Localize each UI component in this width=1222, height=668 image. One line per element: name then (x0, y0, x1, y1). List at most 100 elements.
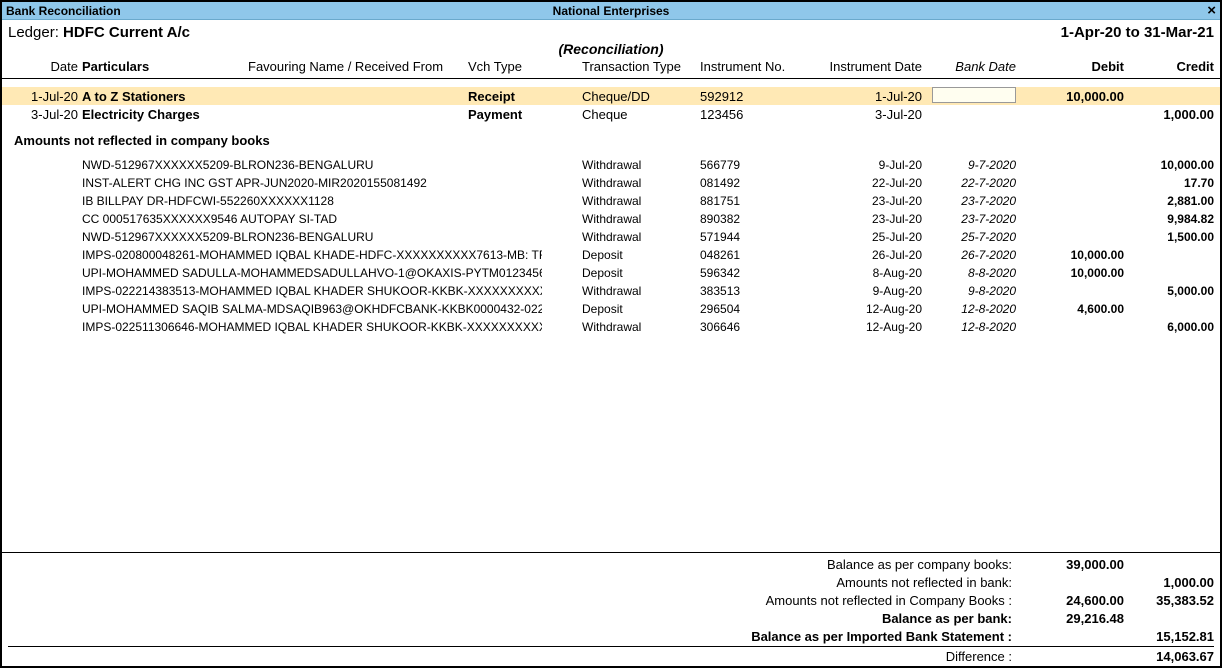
row-particulars: Electricity Charges (82, 107, 248, 122)
row-idate: 9-Aug-20 (822, 284, 930, 298)
close-icon[interactable]: × (1207, 4, 1216, 18)
row-idate: 8-Aug-20 (822, 266, 930, 280)
hdr-instrument-date: Instrument Date (822, 59, 930, 74)
row-idate: 25-Jul-20 (822, 230, 930, 244)
row-inst: 890382 (700, 212, 822, 226)
row-credit: 2,881.00 (1124, 194, 1214, 208)
row-inst: 592912 (700, 89, 822, 104)
row-inst: 383513 (700, 284, 822, 298)
ledger-label: Ledger: (8, 24, 59, 41)
bank-row[interactable]: IMPS-022214383513-MOHAMMED IQBAL KHADER … (2, 282, 1220, 300)
row-inst: 123456 (700, 107, 822, 122)
summary-block: Balance as per company books:39,000.00Am… (2, 552, 1220, 666)
row-description: UPI-MOHAMMED SADULLA-MOHAMMEDSADULLAHVO-… (8, 266, 542, 280)
summary-debit: 29,216.48 (1020, 611, 1124, 626)
row-credit: 9,984.82 (1124, 212, 1214, 226)
row-credit: 5,000.00 (1124, 284, 1214, 298)
bank-row[interactable]: CC 000517635XXXXXX9546 AUTOPAY SI-TADWit… (2, 210, 1220, 228)
row-ttype: Withdrawal (582, 320, 700, 334)
row-bdate: 9-7-2020 (930, 158, 1020, 172)
row-credit: 1,500.00 (1124, 230, 1214, 244)
hdr-bank-date: Bank Date (930, 59, 1020, 74)
row-bdate: 12-8-2020 (930, 320, 1020, 334)
row-ttype: Withdrawal (582, 230, 700, 244)
row-bdate: 23-7-2020 (930, 194, 1020, 208)
row-debit: 10,000.00 (1020, 89, 1124, 104)
column-headers: Date Particulars Favouring Name / Receiv… (2, 57, 1220, 79)
row-idate: 9-Jul-20 (822, 158, 930, 172)
body-area: 1-Jul-20A to Z StationersReceiptCheque/D… (2, 79, 1220, 666)
bank-row[interactable]: UPI-MOHAMMED SAQIB SALMA-MDSAQIB963@OKHD… (2, 300, 1220, 318)
titlebar: Bank Reconciliation National Enterprises… (2, 2, 1220, 20)
summary-credit: 14,063.67 (1124, 649, 1214, 664)
bank-row[interactable]: IMPS-022511306646-MOHAMMED IQBAL KHADER … (2, 318, 1220, 336)
bank-recon-window: Bank Reconciliation National Enterprises… (0, 0, 1222, 668)
hdr-vchtype: Vch Type (468, 59, 582, 74)
summary-debit: 39,000.00 (1020, 557, 1124, 572)
row-ttype: Withdrawal (582, 194, 700, 208)
bank-row[interactable]: INST-ALERT CHG INC GST APR-JUN2020-MIR20… (2, 174, 1220, 192)
row-bdate[interactable] (930, 87, 1020, 106)
summary-credit: 15,152.81 (1124, 629, 1214, 644)
row-debit: 4,600.00 (1020, 302, 1124, 316)
summary-line: Amounts not reflected in Company Books :… (8, 591, 1214, 609)
row-idate: 23-Jul-20 (822, 212, 930, 226)
row-idate: 12-Aug-20 (822, 320, 930, 334)
row-description: IB BILLPAY DR-HDFCWI-552260XXXXXX1128 (8, 194, 542, 208)
summary-label: Difference : (8, 649, 1020, 664)
row-date: 3-Jul-20 (8, 107, 82, 122)
row-debit: 10,000.00 (1020, 248, 1124, 262)
company-row[interactable]: 3-Jul-20Electricity Charges PaymentCheque… (2, 105, 1220, 123)
ledger-name: HDFC Current A/c (63, 24, 190, 41)
summary-label: Balance as per Imported Bank Statement : (8, 629, 1020, 644)
row-description: IMPS-022214383513-MOHAMMED IQBAL KHADER … (8, 284, 542, 298)
bank-row[interactable]: UPI-MOHAMMED SADULLA-MOHAMMEDSADULLAHVO-… (2, 264, 1220, 282)
row-inst: 571944 (700, 230, 822, 244)
ledger-line: Ledger: HDFC Current A/c 1-Apr-20 to 31-… (2, 20, 1220, 43)
row-vchtype: Payment (468, 107, 582, 122)
row-ttype: Cheque/DD (582, 89, 700, 104)
summary-line: Balance as per Imported Bank Statement :… (8, 627, 1214, 645)
row-bdate: 26-7-2020 (930, 248, 1020, 262)
row-particulars: A to Z Stationers (82, 89, 248, 104)
company-row[interactable]: 1-Jul-20A to Z StationersReceiptCheque/D… (2, 87, 1220, 105)
hdr-debit: Debit (1020, 59, 1124, 74)
row-description: NWD-512967XXXXXX5209-BLRON236-BENGALURU (8, 230, 542, 244)
titlebar-left: Bank Reconciliation (6, 4, 121, 18)
row-description: IMPS-022511306646-MOHAMMED IQBAL KHADER … (8, 320, 542, 334)
row-bdate: 23-7-2020 (930, 212, 1020, 226)
row-description: NWD-512967XXXXXX5209-BLRON236-BENGALURU (8, 158, 542, 172)
row-description: INST-ALERT CHG INC GST APR-JUN2020-MIR20… (8, 176, 542, 190)
row-description: UPI-MOHAMMED SAQIB SALMA-MDSAQIB963@OKHD… (8, 302, 542, 316)
period-range: 1-Apr-20 to 31-Mar-21 (1061, 24, 1214, 41)
hdr-favouring: Favouring Name / Received From (248, 59, 468, 74)
titlebar-company: National Enterprises (553, 4, 670, 18)
bank-date-input[interactable] (932, 87, 1016, 103)
bank-row[interactable]: IMPS-020800048261-MOHAMMED IQBAL KHADE-H… (2, 246, 1220, 264)
row-credit: 10,000.00 (1124, 158, 1214, 172)
summary-label: Amounts not reflected in bank: (8, 575, 1020, 590)
row-inst: 048261 (700, 248, 822, 262)
hdr-particulars: Particulars (82, 59, 248, 74)
section-not-reflected: Amounts not reflected in company books (2, 123, 1220, 156)
row-ttype: Deposit (582, 302, 700, 316)
row-idate: 1-Jul-20 (822, 89, 930, 104)
hdr-instrument-no: Instrument No. (700, 59, 822, 74)
bank-row[interactable]: IB BILLPAY DR-HDFCWI-552260XXXXXX1128 Wit… (2, 192, 1220, 210)
row-description: IMPS-020800048261-MOHAMMED IQBAL KHADE-H… (8, 248, 542, 262)
bank-row[interactable]: NWD-512967XXXXXX5209-BLRON236-BENGALURUW… (2, 156, 1220, 174)
row-date: 1-Jul-20 (8, 89, 82, 104)
summary-credit: 1,000.00 (1124, 575, 1214, 590)
bank-row[interactable]: NWD-512967XXXXXX5209-BLRON236-BENGALURU W… (2, 228, 1220, 246)
row-idate: 22-Jul-20 (822, 176, 930, 190)
row-bdate: 22-7-2020 (930, 176, 1020, 190)
summary-line: Difference : 14,063.67 (8, 646, 1214, 664)
row-bdate: 12-8-2020 (930, 302, 1020, 316)
summary-label: Balance as per company books: (8, 557, 1020, 572)
row-ttype: Cheque (582, 107, 700, 122)
row-idate: 26-Jul-20 (822, 248, 930, 262)
hdr-date: Date (8, 59, 82, 74)
row-inst: 596342 (700, 266, 822, 280)
summary-label: Amounts not reflected in Company Books : (8, 593, 1020, 608)
summary-line: Balance as per company books:39,000.00 (8, 555, 1214, 573)
